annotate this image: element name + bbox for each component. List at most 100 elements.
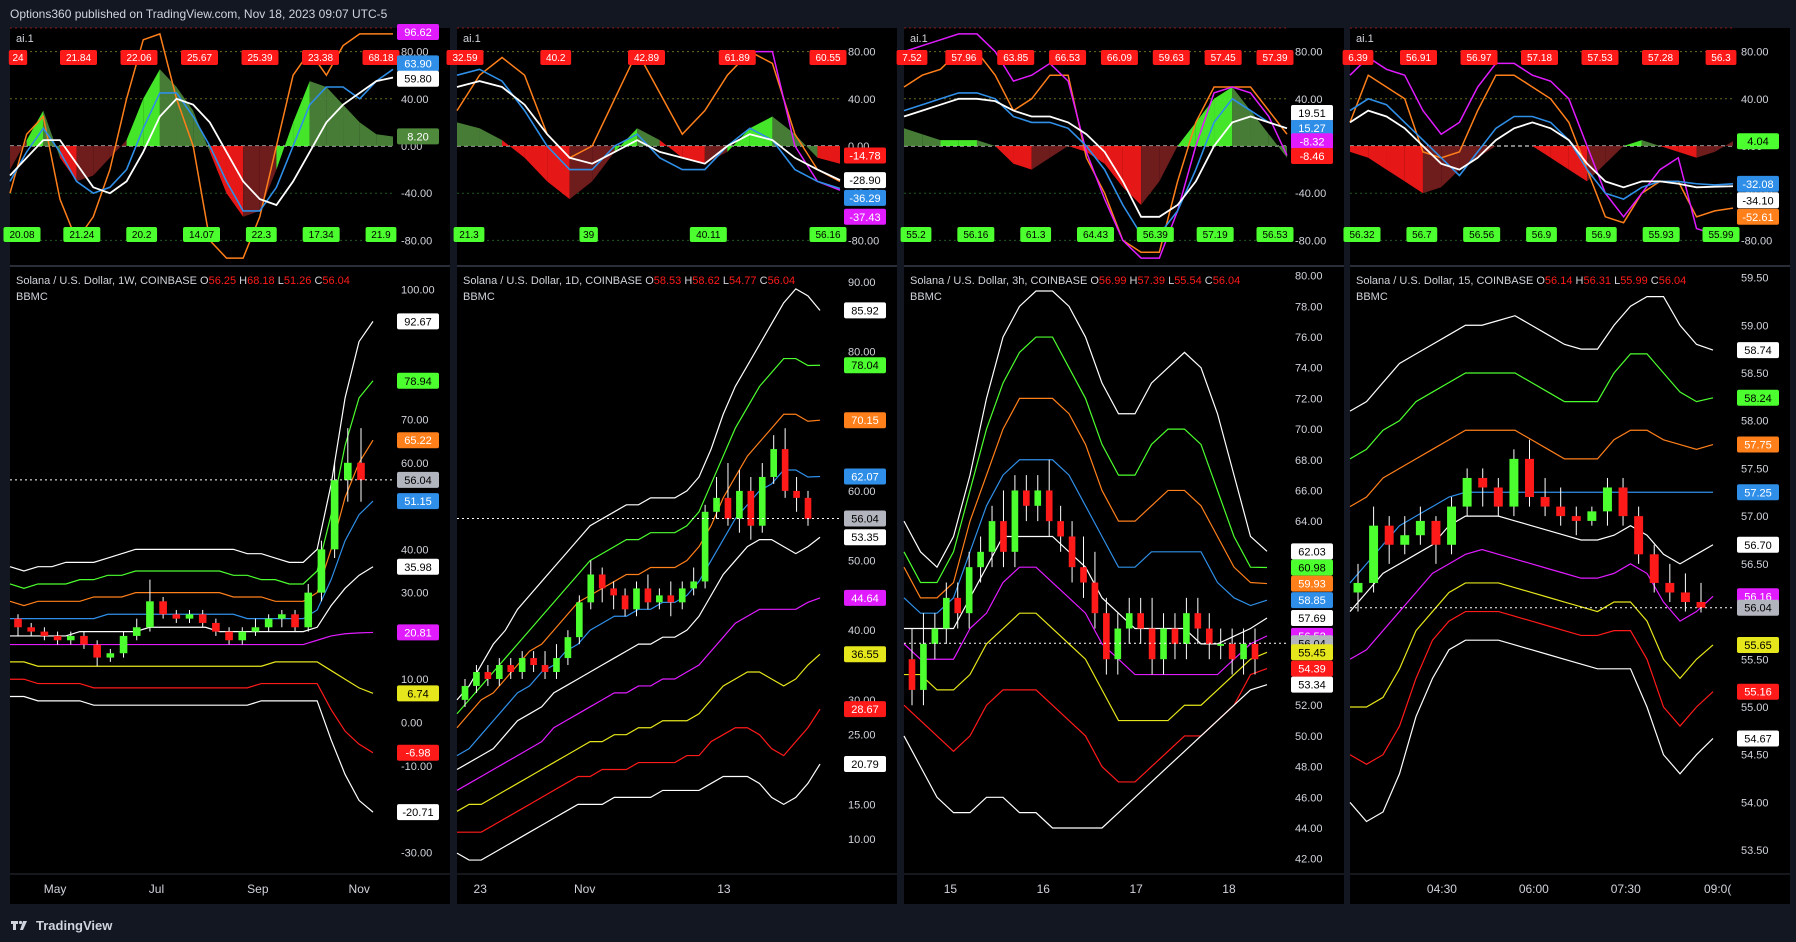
candle-body xyxy=(1045,490,1053,522)
candle-body xyxy=(146,601,154,628)
oscillator-area xyxy=(817,146,840,164)
price-tick: -30.00 xyxy=(401,847,432,859)
price-axis-badge xyxy=(844,529,886,546)
candle-body xyxy=(172,614,181,619)
top-signal-label: 66.53 xyxy=(1055,53,1080,64)
band-green xyxy=(9,380,374,589)
bottom-signal-label: 20.2 xyxy=(132,230,152,241)
band-white_bot xyxy=(903,684,1268,829)
candle-body xyxy=(576,602,583,638)
candle-body xyxy=(14,618,22,628)
top-signal-badge xyxy=(1460,50,1498,65)
oscillator-area xyxy=(457,122,480,146)
price-axis-value: 92.67 xyxy=(404,316,432,328)
oscillator-area xyxy=(1049,146,1069,158)
ohlc-key: C xyxy=(760,275,768,287)
oscillator-area xyxy=(26,110,44,146)
band-white_top xyxy=(1349,296,1714,412)
indicator-axis-value: 15.27 xyxy=(1298,123,1326,135)
indicator-tick: 80.00 xyxy=(1295,47,1323,59)
footer: TradingView xyxy=(0,908,1796,942)
price-tick: 70.00 xyxy=(401,415,429,427)
band-yellow xyxy=(10,661,374,694)
price-axis-value: 6.74 xyxy=(407,688,428,700)
oscillator-area xyxy=(904,128,923,146)
top-signal-badge xyxy=(362,50,400,65)
indicator-axis-value: -34.10 xyxy=(1742,195,1773,207)
ohlc-value: 58.62 xyxy=(692,275,723,287)
price-tick: 44.00 xyxy=(1295,823,1323,835)
candle-body xyxy=(758,476,766,526)
oscillator-area xyxy=(958,140,977,146)
candle-body xyxy=(564,637,572,659)
oscillator-area xyxy=(659,140,683,158)
candle-body xyxy=(507,665,515,672)
bottom-signal-badge xyxy=(245,227,277,242)
indicator-axis-value: -8.32 xyxy=(1299,136,1324,148)
price-tick: -10.00 xyxy=(401,761,432,773)
indicator-name: ai.1 xyxy=(463,33,481,45)
indicator-tick: -80.00 xyxy=(848,235,879,247)
ohlc-value: 56.31 xyxy=(1583,275,1614,287)
candle-body xyxy=(1649,554,1659,583)
candle-body xyxy=(633,588,640,610)
top-signal-label: 57.39 xyxy=(1262,53,1287,64)
candle-body xyxy=(40,631,49,636)
top-signal-badge xyxy=(945,50,983,65)
price-axis-badge xyxy=(397,744,439,761)
price-axis-badge xyxy=(1737,599,1779,616)
time-tick: May xyxy=(44,882,67,896)
indicator-axis-value: 4.04 xyxy=(1747,136,1768,148)
bottom-signal-label: 61.3 xyxy=(1026,230,1046,241)
candle-body xyxy=(931,628,939,644)
study-name: BBMC xyxy=(463,291,495,303)
bottom-signal-badge xyxy=(1196,227,1234,242)
band-orange xyxy=(1349,429,1714,508)
bottom-signal-badge xyxy=(1077,227,1114,242)
price-axis-badge xyxy=(1291,644,1333,661)
price-axis-value: 56.70 xyxy=(1744,540,1772,552)
candle-body xyxy=(198,614,207,623)
candle-body xyxy=(736,490,743,519)
candle-body xyxy=(920,643,927,690)
candle-body xyxy=(1160,628,1167,660)
top-signal-label: 66.09 xyxy=(1107,53,1132,64)
time-tick: 17 xyxy=(1129,882,1143,896)
indicator-tick: -80.00 xyxy=(1741,235,1772,247)
price-tick: 40.00 xyxy=(848,625,876,637)
candle-body xyxy=(713,497,720,512)
symbol-title: Solana / U.S. Dollar, 1W, COINBASE xyxy=(16,275,200,287)
oscillator-area xyxy=(794,134,818,158)
top-signal-badge xyxy=(302,50,339,65)
price-tick: 30.00 xyxy=(401,588,429,600)
candle-body xyxy=(747,490,755,526)
price-axis-value: 65.22 xyxy=(404,435,432,447)
ohlc-key: L xyxy=(723,275,729,287)
price-axis-badge xyxy=(844,646,886,663)
top-signal-label: 57.18 xyxy=(1527,53,1552,64)
candle-body xyxy=(793,490,800,498)
magenta-line xyxy=(1349,56,1733,236)
top-signal-badge xyxy=(120,50,158,65)
bottom-signal-label: 21.24 xyxy=(69,230,94,241)
price-axis-badge xyxy=(397,372,439,389)
top-signal-badge xyxy=(60,50,97,65)
top-signal-label: 56.97 xyxy=(1466,53,1491,64)
indicator-tick: -80.00 xyxy=(1295,235,1326,247)
band-orange xyxy=(9,439,374,607)
price-tick: 55.50 xyxy=(1741,654,1769,666)
bottom-signal-badge xyxy=(126,227,158,242)
price-axis-value: 54.67 xyxy=(1744,733,1772,745)
white-line xyxy=(456,80,841,181)
oscillator-area xyxy=(1623,140,1642,146)
price-tick: 60.00 xyxy=(401,458,429,470)
price-axis-value: -6.98 xyxy=(405,748,430,760)
candle-body xyxy=(942,597,950,629)
candle-body xyxy=(1068,536,1076,568)
band-green xyxy=(1349,353,1714,460)
panel-1D: ai.1 32.59 40.2 42.89 61.89 60.55 21.3 39 40.11 5… xyxy=(446,27,897,904)
price-tick: 66.00 xyxy=(1295,485,1323,497)
top-signal-badge xyxy=(181,50,218,65)
candle-body xyxy=(1665,582,1675,593)
price-axis-badge xyxy=(1291,559,1333,576)
